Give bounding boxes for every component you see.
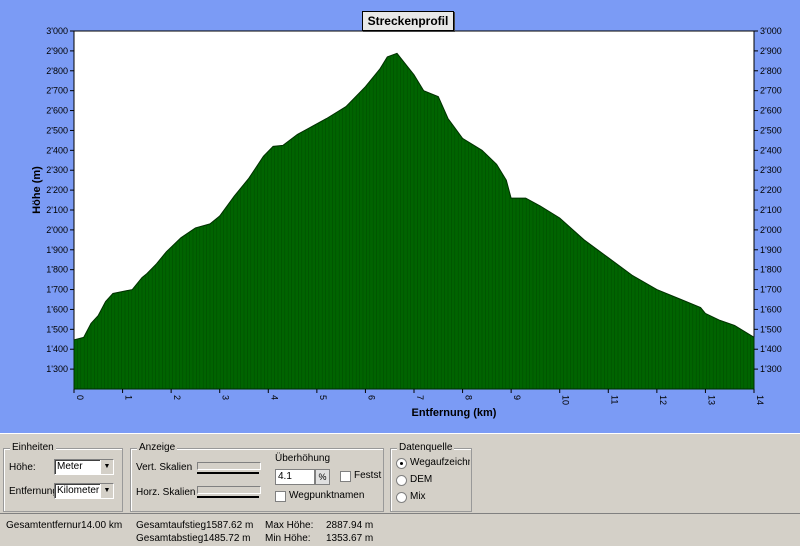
y-tick-label-right: 1'600 bbox=[760, 304, 782, 314]
entfernung-select-value: Kilometer bbox=[57, 485, 100, 496]
y-tick-label-left: 1'700 bbox=[46, 285, 68, 295]
min-hoehe-label: Min Höhe: bbox=[265, 533, 311, 544]
wegpunktnamen-checkbox[interactable] bbox=[275, 491, 286, 502]
horz-skalieren-label: Horz. Skalien bbox=[136, 487, 196, 498]
vert-skalieren-slider[interactable] bbox=[197, 459, 261, 474]
x-tick-label: 13 bbox=[706, 395, 716, 405]
hoehe-label: Höhe: bbox=[9, 462, 36, 473]
einheiten-legend: Einheiten bbox=[10, 442, 56, 453]
gesamtabstieg-value: Gesamtabstieg1485.72 m bbox=[136, 533, 251, 544]
y-tick-label-right: 1'300 bbox=[760, 364, 782, 374]
y-tick-label-left: 2'900 bbox=[46, 46, 68, 56]
x-axis-label: Entfernung (km) bbox=[412, 407, 497, 419]
x-tick-label: 8 bbox=[464, 395, 474, 400]
y-tick-label-left: 1'400 bbox=[46, 344, 68, 354]
x-tick-label: 1 bbox=[124, 395, 134, 400]
max-hoehe-label: Max Höhe: bbox=[265, 520, 314, 531]
fest-label: Festst bbox=[354, 470, 382, 481]
y-tick-label-right: 1'900 bbox=[760, 245, 782, 255]
y-tick-label-left: 1'600 bbox=[46, 304, 68, 314]
x-tick-label: 6 bbox=[366, 395, 376, 400]
x-tick-label: 5 bbox=[318, 395, 328, 400]
y-tick-label-left: 2'400 bbox=[46, 145, 68, 155]
radio-mix[interactable] bbox=[396, 492, 407, 503]
gesamtaufstieg-value: Gesamtaufstieg1587.62 m bbox=[136, 520, 254, 531]
entfernung-label: Entfernung: bbox=[9, 486, 61, 497]
y-tick-label-left: 1'300 bbox=[46, 364, 68, 374]
y-tick-label-left: 2'800 bbox=[46, 66, 68, 76]
radio-label-mix: Mix bbox=[410, 491, 426, 502]
ueberhoehung-label: Überhöhung bbox=[275, 453, 331, 464]
radio-dem[interactable] bbox=[396, 475, 407, 486]
y-tick-label-right: 2'900 bbox=[760, 46, 782, 56]
vert-skalieren-label: Vert. Skalien bbox=[136, 462, 193, 473]
y-tick-label-left: 2'300 bbox=[46, 165, 68, 175]
y-tick-label-left: 1'900 bbox=[46, 245, 68, 255]
x-tick-label: 7 bbox=[415, 395, 425, 400]
y-tick-label-left: 2'600 bbox=[46, 106, 68, 116]
y-axis-label: Höhe (m) bbox=[31, 166, 43, 214]
percent-spin-icon[interactable]: % bbox=[315, 469, 330, 485]
wegpunktnamen-label: Wegpunktnamen bbox=[289, 490, 365, 501]
y-tick-label-right: 2'700 bbox=[760, 86, 782, 96]
y-tick-label-left: 2'100 bbox=[46, 205, 68, 215]
elevation-chart: 1'300 1'300 1'400 1'400 1'500 1'500 1'600 1'600… bbox=[31, 26, 782, 419]
anzeige-legend: Anzeige bbox=[137, 442, 178, 453]
gesamtentfernung-value: Gesamtentfernur14.00 km bbox=[6, 520, 123, 531]
x-tick-label: 14 bbox=[755, 395, 765, 405]
anzeige-group: Anzeige Vert. Skalien Horz. Skalien Über… bbox=[130, 442, 384, 512]
y-tick-label-right: 1'400 bbox=[760, 344, 782, 354]
hoehe-select[interactable]: Meter ▼ bbox=[54, 459, 114, 475]
x-tick-label: 3 bbox=[221, 395, 231, 400]
y-tick-label-left: 1'800 bbox=[46, 265, 68, 275]
datenquelle-legend: Datenquelle bbox=[397, 442, 455, 453]
radio-label-dem: DEM bbox=[410, 474, 433, 485]
y-tick-label-left: 3'000 bbox=[46, 26, 68, 36]
horz-skalieren-slider[interactable] bbox=[197, 483, 261, 498]
x-tick-label: 12 bbox=[658, 395, 668, 405]
x-tick-label: 11 bbox=[609, 395, 619, 404]
min-hoehe-value: 1353.67 m bbox=[326, 533, 374, 544]
y-tick-label-right: 2'000 bbox=[760, 225, 782, 235]
y-tick-label-right: 2'800 bbox=[760, 66, 782, 76]
x-tick-label: 0 bbox=[75, 395, 85, 400]
y-tick-label-right: 1'800 bbox=[760, 265, 782, 275]
y-tick-label-left: 2'700 bbox=[46, 86, 68, 96]
settings-panel: Einheiten Höhe: Meter ▼ Entfernung: Kilo… bbox=[0, 433, 800, 545]
y-tick-label-right: 1'500 bbox=[760, 324, 782, 334]
y-tick-label-left: 1'500 bbox=[46, 324, 68, 334]
y-tick-label-right: 1'700 bbox=[760, 285, 782, 295]
x-tick-label: 9 bbox=[512, 395, 522, 400]
y-tick-label-right: 2'300 bbox=[760, 165, 782, 175]
x-tick-label: 4 bbox=[269, 395, 279, 400]
chevron-down-icon[interactable]: ▼ bbox=[100, 460, 113, 474]
y-tick-label-right: 2'200 bbox=[760, 185, 782, 195]
fest-checkbox[interactable] bbox=[340, 471, 351, 482]
y-tick-label-right: 2'500 bbox=[760, 125, 782, 135]
y-tick-label-left: 2'500 bbox=[46, 125, 68, 135]
hoehe-select-value: Meter bbox=[57, 461, 83, 472]
y-tick-label-right: 2'100 bbox=[760, 205, 782, 215]
y-tick-label-left: 2'000 bbox=[46, 225, 68, 235]
radio-wegaufzeichnung[interactable] bbox=[396, 458, 407, 469]
chart-title: Streckenprofil bbox=[362, 11, 454, 31]
chevron-down-icon[interactable]: ▼ bbox=[100, 484, 113, 498]
datenquelle-group: Datenquelle Wegaufzeichnu DEM Mix bbox=[390, 442, 472, 512]
y-tick-label-left: 2'200 bbox=[46, 185, 68, 195]
y-tick-label-right: 3'000 bbox=[760, 26, 782, 36]
x-tick-label: 10 bbox=[561, 395, 571, 405]
max-hoehe-value: 2887.94 m bbox=[326, 520, 374, 531]
ueberhoehung-input[interactable]: 4.1 bbox=[275, 469, 315, 485]
y-tick-label-right: 2'600 bbox=[760, 106, 782, 116]
einheiten-group: Einheiten Höhe: Meter ▼ Entfernung: Kilo… bbox=[3, 442, 123, 512]
entfernung-select[interactable]: Kilometer ▼ bbox=[54, 483, 114, 499]
radio-label-wegaufzeichnung: Wegaufzeichnu bbox=[410, 457, 470, 468]
x-tick-label: 2 bbox=[172, 395, 182, 400]
elevation-area bbox=[73, 52, 755, 390]
stats-bar: Gesamtentfernur14.00 km Gesamtaufstieg15… bbox=[0, 513, 800, 546]
y-tick-label-right: 2'400 bbox=[760, 145, 782, 155]
